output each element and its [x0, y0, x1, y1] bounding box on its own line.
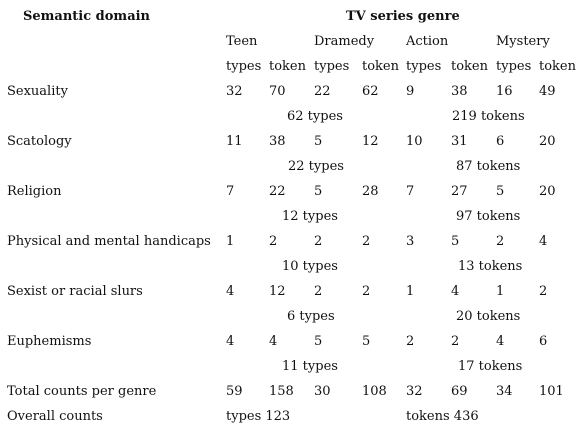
table-cell: 5 — [314, 334, 323, 349]
row-sum-tokens: 17 tokens — [458, 359, 523, 374]
row-sum-types: 10 types — [282, 259, 338, 274]
table-cell: 2 — [406, 334, 415, 349]
table-cell: 1 — [226, 234, 235, 249]
table-cell: 22 — [269, 184, 286, 199]
table-cell: 5 — [314, 184, 323, 199]
table-cell: 2 — [269, 234, 278, 249]
row-sum-types: 62 types — [287, 109, 343, 124]
row-label: Physical and mental handicaps — [7, 234, 211, 249]
table-cell: 4 — [496, 334, 505, 349]
table-cell: 38 — [269, 134, 286, 149]
table-cell: 11 — [226, 134, 243, 149]
row-label: Religion — [7, 184, 62, 199]
table-cell: 4 — [451, 284, 460, 299]
table-cell: 4 — [539, 234, 548, 249]
row-label: Scatology — [7, 134, 72, 149]
table-cell: 2 — [496, 234, 505, 249]
overall-label: Overall counts — [7, 409, 103, 424]
row-sum-types: 12 types — [282, 209, 338, 224]
subcolumn-header: types — [314, 59, 350, 74]
table-cell: 12 — [362, 134, 379, 149]
overall-types: types 123 — [226, 409, 291, 424]
table-cell: 5 — [314, 134, 323, 149]
table-cell: 5 — [362, 334, 371, 349]
totals-cell: 59 — [226, 384, 243, 399]
row-label: Euphemisms — [7, 334, 92, 349]
genre-header: Action — [406, 34, 449, 49]
table-cell: 5 — [496, 184, 505, 199]
totals-cell: 32 — [406, 384, 423, 399]
header-semantic-domain: Semantic domain — [23, 9, 151, 24]
table-cell: 10 — [406, 134, 423, 149]
table-cell: 49 — [539, 84, 556, 99]
table-cell: 1 — [406, 284, 415, 299]
row-sum-tokens: 20 tokens — [456, 309, 521, 324]
genre-header: Dramedy — [314, 34, 375, 49]
subcolumn-header: types — [406, 59, 442, 74]
row-sum-tokens: 87 tokens — [456, 159, 521, 174]
totals-cell: 108 — [362, 384, 387, 399]
subcolumn-header: types — [496, 59, 532, 74]
totals-cell: 34 — [496, 384, 513, 399]
row-label: Sexist or racial slurs — [7, 284, 143, 299]
subcolumn-header: types — [226, 59, 262, 74]
genre-header: Mystery — [496, 34, 550, 49]
header-tv-series-genre: TV series genre — [346, 9, 460, 24]
overall-tokens: tokens 436 — [406, 409, 479, 424]
table-cell: 2 — [314, 284, 323, 299]
table-cell: 4 — [226, 284, 235, 299]
row-sum-types: 22 types — [288, 159, 344, 174]
table-cell: 32 — [226, 84, 243, 99]
table-cell: 38 — [451, 84, 468, 99]
totals-cell: 30 — [314, 384, 331, 399]
table-cell: 5 — [451, 234, 460, 249]
table-cell: 20 — [539, 134, 556, 149]
table-cell: 3 — [406, 234, 415, 249]
table-cell: 2 — [362, 234, 371, 249]
table-cell: 1 — [496, 284, 505, 299]
row-sum-tokens: 97 tokens — [456, 209, 521, 224]
table-cell: 16 — [496, 84, 513, 99]
subcolumn-header: token — [539, 59, 576, 74]
table-cell: 62 — [362, 84, 379, 99]
row-sum-types: 6 types — [287, 309, 335, 324]
table-cell: 9 — [406, 84, 415, 99]
table-cell: 7 — [226, 184, 235, 199]
table-cell: 20 — [539, 184, 556, 199]
totals-cell: 101 — [539, 384, 564, 399]
row-label: Sexuality — [7, 84, 68, 99]
table-cell: 2 — [451, 334, 460, 349]
table-cell: 4 — [269, 334, 278, 349]
subcolumn-header: token — [362, 59, 399, 74]
table-cell: 6 — [496, 134, 505, 149]
table-cell: 7 — [406, 184, 415, 199]
totals-cell: 158 — [269, 384, 294, 399]
subcolumn-header: token — [269, 59, 306, 74]
table-cell: 70 — [269, 84, 286, 99]
table-cell: 2 — [314, 234, 323, 249]
subcolumn-header: token — [451, 59, 488, 74]
table-cell: 28 — [362, 184, 379, 199]
totals-label: Total counts per genre — [7, 384, 157, 399]
row-sum-types: 11 types — [282, 359, 338, 374]
genre-header: Teen — [226, 34, 258, 49]
table-cell: 22 — [314, 84, 331, 99]
totals-cell: 69 — [451, 384, 468, 399]
row-sum-tokens: 13 tokens — [458, 259, 523, 274]
table-cell: 2 — [362, 284, 371, 299]
table-cell: 4 — [226, 334, 235, 349]
table-cell: 12 — [269, 284, 286, 299]
row-sum-tokens: 219 tokens — [452, 109, 525, 124]
table-cell: 31 — [451, 134, 468, 149]
table-cell: 6 — [539, 334, 548, 349]
table-cell: 27 — [451, 184, 468, 199]
table-cell: 2 — [539, 284, 548, 299]
